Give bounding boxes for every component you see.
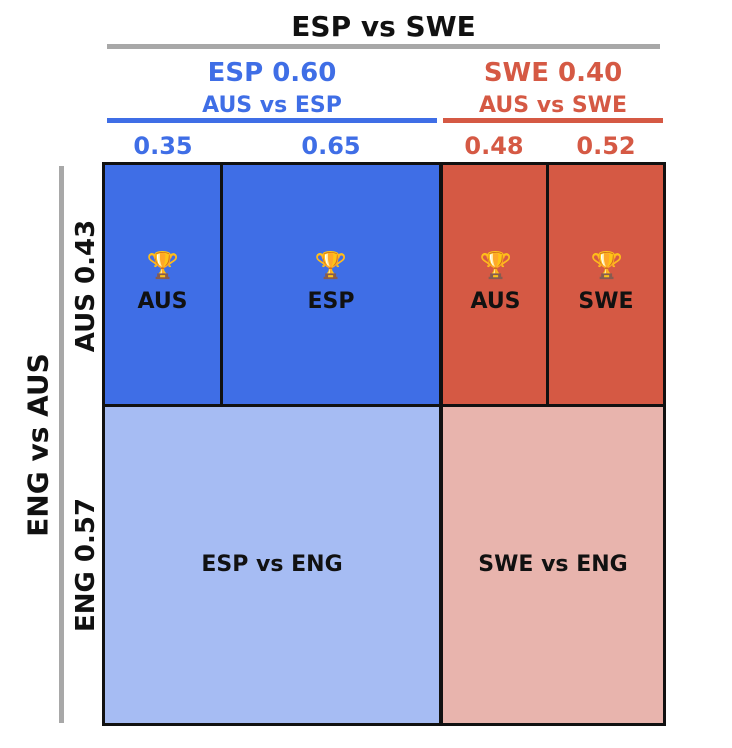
esp-header-match: AUS vs ESP <box>202 93 342 118</box>
top-title: ESP vs SWE <box>291 10 476 43</box>
col-prob-aus-vs-swe-aus: 0.48 <box>464 132 524 160</box>
cell-esp-vs-eng: ESP vs ENG <box>102 404 442 726</box>
col-prob-aus-vs-esp-esp: 0.65 <box>301 132 361 160</box>
cell-aus-vs-swe-aus-wins: 🏆 AUS <box>440 162 551 407</box>
cell-aus-vs-swe-swe-wins: 🏆 SWE <box>546 162 666 407</box>
esp-header-prob: ESP 0.60 <box>207 58 337 88</box>
top-title-bar <box>107 44 660 49</box>
swe-header-bar <box>443 118 663 123</box>
cell-aus-vs-esp-esp-wins: 🏆 ESP <box>220 162 442 407</box>
trophy-icon: 🏆 <box>146 251 180 281</box>
cell-aus-vs-esp-aus-wins: 🏆 AUS <box>102 162 223 407</box>
col-prob-aus-vs-esp-aus: 0.35 <box>133 132 193 160</box>
side-lower-label: ENG 0.57 <box>71 497 101 633</box>
side-title-bar <box>59 166 64 723</box>
cell-swe-vs-eng: SWE vs ENG <box>440 404 666 726</box>
trophy-icon: 🏆 <box>314 251 348 281</box>
swe-header-match: AUS vs SWE <box>479 93 627 118</box>
trophy-icon: 🏆 <box>479 251 513 281</box>
winner-label: ESP <box>307 289 355 314</box>
esp-header-bar <box>107 118 437 123</box>
winner-label: AUS <box>470 289 521 314</box>
winner-label: SWE <box>578 289 634 314</box>
matchup-label: ESP vs ENG <box>201 552 343 577</box>
side-title: ENG vs AUS <box>21 353 55 537</box>
side-upper-label: AUS 0.43 <box>71 219 101 353</box>
col-prob-aus-vs-swe-swe: 0.52 <box>576 132 636 160</box>
matchup-label: SWE vs ENG <box>478 552 628 577</box>
trophy-icon: 🏆 <box>590 251 624 281</box>
swe-header-prob: SWE 0.40 <box>483 58 623 88</box>
winner-label: AUS <box>137 289 188 314</box>
